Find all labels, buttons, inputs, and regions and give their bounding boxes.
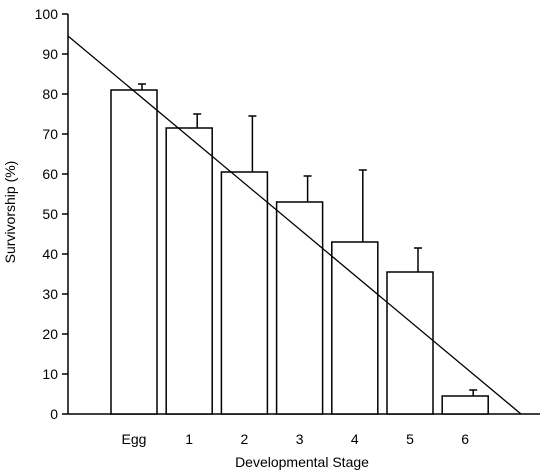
bars bbox=[110, 89, 489, 415]
x-tick-label: 4 bbox=[351, 431, 359, 447]
bar-egg bbox=[110, 89, 158, 415]
y-tick-label: 60 bbox=[42, 166, 58, 182]
x-tick-label: 1 bbox=[185, 431, 193, 447]
bar-1 bbox=[165, 127, 213, 415]
trendline-line bbox=[67, 35, 522, 415]
bar-4 bbox=[331, 241, 379, 415]
y-tick-label: 50 bbox=[42, 206, 58, 222]
y-tick-label: 90 bbox=[42, 46, 58, 62]
x-tick-label: 2 bbox=[241, 431, 249, 447]
y-tick-label: 70 bbox=[42, 126, 58, 142]
y-axis-title: Survivorship (%) bbox=[2, 161, 18, 264]
y-tick-label: 0 bbox=[50, 406, 58, 422]
x-tick-labels: Egg 1 2 3 4 5 6 bbox=[122, 431, 470, 447]
x-axis-title: Developmental Stage bbox=[235, 454, 369, 470]
x-tick-label: 6 bbox=[461, 431, 469, 447]
bar-2 bbox=[220, 171, 269, 415]
bar-5 bbox=[386, 271, 434, 415]
x-tick-label: 5 bbox=[406, 431, 414, 447]
plot-area: 0 10 20 30 40 50 60 70 80 90 100 Egg 1 2 3 4 5 6 bbox=[35, 6, 540, 447]
y-tick-label: 80 bbox=[42, 86, 58, 102]
y-tick-label: 100 bbox=[35, 6, 59, 22]
error-bars bbox=[138, 83, 478, 396]
x-tick-label: Egg bbox=[122, 431, 147, 447]
y-tick-label: 10 bbox=[42, 366, 58, 382]
y-tick-label: 20 bbox=[42, 326, 58, 342]
y-ticks: 0 10 20 30 40 50 60 70 80 90 100 bbox=[35, 6, 68, 422]
y-tick-label: 30 bbox=[42, 286, 58, 302]
bar-3 bbox=[275, 201, 324, 415]
y-tick-label: 40 bbox=[42, 246, 58, 262]
x-tick-label: 3 bbox=[296, 431, 304, 447]
bar-6 bbox=[441, 395, 489, 415]
trendline bbox=[67, 35, 522, 415]
